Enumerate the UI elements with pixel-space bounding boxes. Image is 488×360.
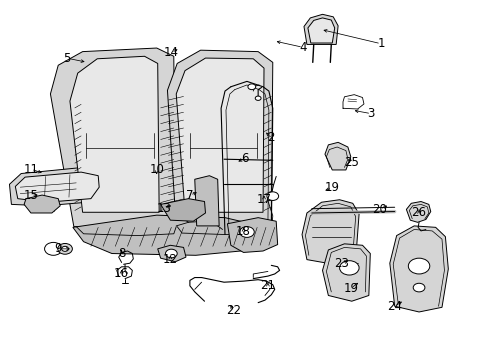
- Polygon shape: [325, 142, 350, 170]
- Circle shape: [165, 249, 177, 258]
- Text: 22: 22: [226, 305, 241, 318]
- Text: 19: 19: [343, 282, 358, 295]
- Polygon shape: [73, 215, 271, 255]
- Polygon shape: [50, 48, 175, 226]
- Polygon shape: [160, 199, 205, 221]
- Polygon shape: [194, 176, 219, 226]
- Text: 8: 8: [118, 247, 125, 260]
- Polygon shape: [9, 167, 105, 206]
- Text: 21: 21: [260, 279, 275, 292]
- Polygon shape: [15, 172, 99, 202]
- Circle shape: [266, 192, 278, 201]
- Polygon shape: [322, 244, 369, 301]
- Circle shape: [239, 226, 254, 237]
- Text: 1: 1: [377, 37, 384, 50]
- Text: 9: 9: [54, 242, 62, 255]
- Circle shape: [247, 84, 255, 90]
- Text: 25: 25: [344, 156, 359, 169]
- Circle shape: [255, 96, 261, 100]
- Polygon shape: [406, 202, 430, 222]
- Text: 23: 23: [334, 257, 349, 270]
- Text: 24: 24: [386, 300, 401, 313]
- Polygon shape: [307, 18, 334, 43]
- Polygon shape: [227, 218, 277, 252]
- Text: 5: 5: [62, 51, 70, 64]
- Polygon shape: [389, 226, 447, 312]
- Text: 19: 19: [324, 181, 339, 194]
- Text: 7: 7: [186, 189, 193, 202]
- Text: 16: 16: [114, 267, 129, 280]
- Text: 4: 4: [299, 41, 306, 54]
- Polygon shape: [158, 245, 185, 262]
- Text: 18: 18: [236, 225, 250, 238]
- Text: 15: 15: [23, 189, 38, 202]
- Text: 20: 20: [372, 203, 386, 216]
- Polygon shape: [304, 14, 337, 44]
- Circle shape: [339, 261, 358, 275]
- Text: 10: 10: [149, 163, 164, 176]
- Polygon shape: [70, 56, 159, 212]
- Text: 3: 3: [367, 107, 374, 120]
- Polygon shape: [167, 50, 272, 226]
- Polygon shape: [24, 195, 60, 213]
- Text: 2: 2: [267, 131, 275, 144]
- Circle shape: [407, 258, 429, 274]
- Text: 13: 13: [156, 202, 171, 215]
- Circle shape: [58, 243, 72, 254]
- Text: 17: 17: [256, 193, 271, 206]
- Text: 12: 12: [163, 253, 178, 266]
- Circle shape: [61, 246, 68, 251]
- Polygon shape: [176, 58, 264, 212]
- Circle shape: [44, 242, 62, 255]
- Text: 14: 14: [163, 46, 179, 59]
- Text: 11: 11: [23, 163, 39, 176]
- Circle shape: [412, 283, 424, 292]
- Text: 26: 26: [411, 207, 426, 220]
- Polygon shape: [302, 200, 358, 265]
- Text: 6: 6: [240, 152, 248, 165]
